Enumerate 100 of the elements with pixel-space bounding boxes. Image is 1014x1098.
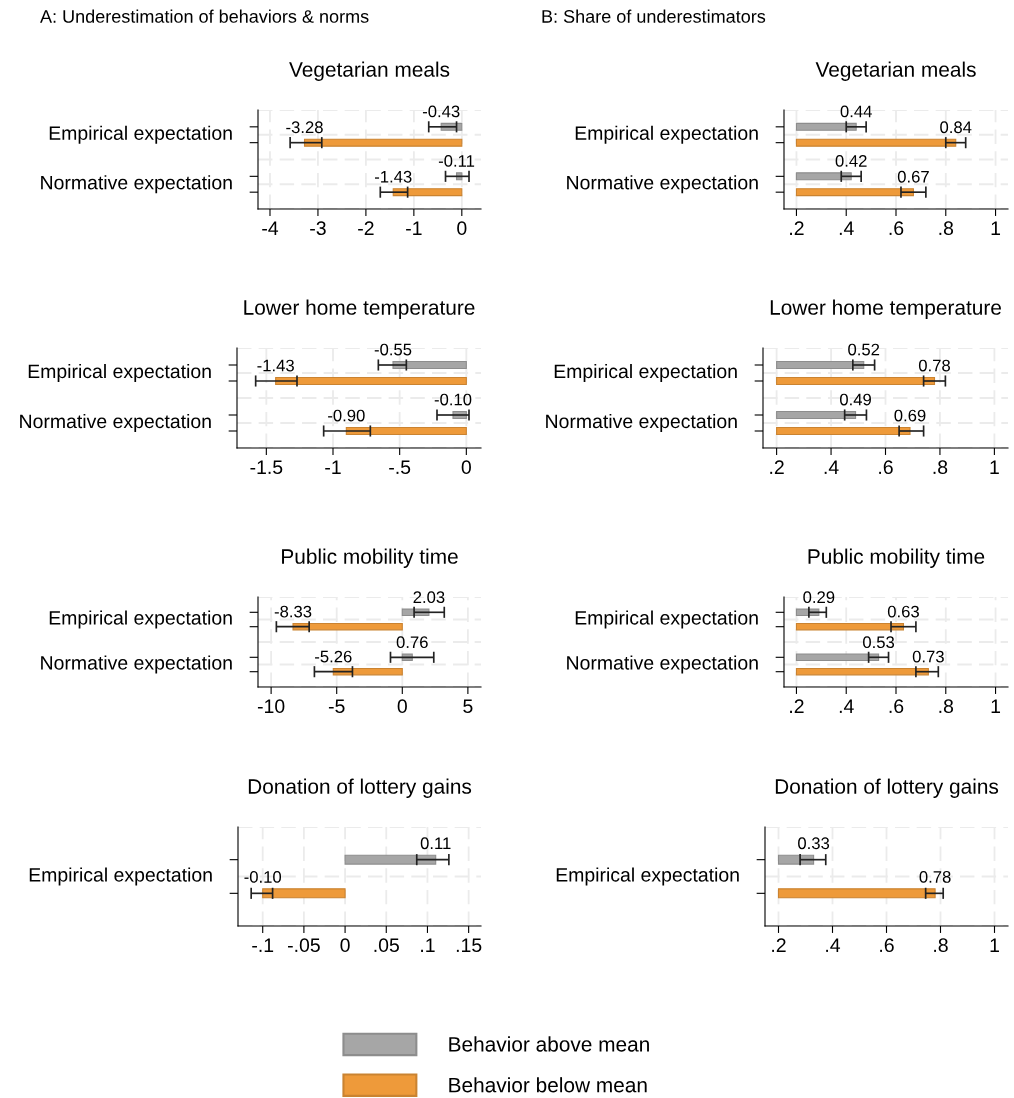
- data-label: 0.11: [420, 837, 451, 850]
- data-label: 0.78: [919, 871, 951, 883]
- y-tick-label: Empirical expectation: [28, 363, 211, 383]
- bar: [776, 376, 936, 386]
- chart-title: Donation of lottery gains: [775, 778, 999, 798]
- x-tick-label: 1: [990, 460, 999, 474]
- data-label: 0.29: [803, 591, 835, 604]
- data-label: -1.43: [374, 170, 412, 183]
- y-tick-label: Normative expectation: [546, 413, 737, 433]
- chart-subtitle: A: Underestimation of behaviors & norms: [40, 9, 369, 23]
- chart-title: Donation of lottery gains: [248, 778, 472, 798]
- data-label: 0.33: [798, 837, 830, 850]
- data-label: 0.73: [912, 650, 944, 663]
- x-tick-label: 0: [457, 221, 467, 236]
- bar: [776, 410, 857, 420]
- data-label: -0.10: [434, 393, 472, 406]
- data-label: 0.49: [839, 393, 871, 406]
- x-tick-label: .2: [772, 938, 786, 952]
- data-label: 0.78: [918, 359, 950, 372]
- chart-subtitle: B: Share of underestimators: [542, 9, 766, 23]
- legend-label: Behavior above mean: [449, 1036, 649, 1052]
- x-tick-label: 1: [991, 699, 1001, 713]
- data-label: -0.11: [438, 154, 475, 167]
- x-tick-label: -.5: [389, 460, 411, 475]
- data-label: 0.44: [840, 105, 872, 118]
- bar: [795, 653, 880, 662]
- data-label: -0.43: [422, 105, 460, 118]
- x-tick-label: 1: [990, 938, 999, 952]
- data-label: -0.90: [328, 409, 365, 422]
- x-tick-label: -1: [406, 221, 422, 235]
- data-label: 0.53: [863, 636, 895, 649]
- x-tick-label: .4: [824, 460, 839, 474]
- data-label: -5.26: [315, 650, 352, 663]
- x-tick-label: .1: [421, 938, 435, 952]
- x-tick-label: -.05: [288, 938, 320, 953]
- chart-title: Public mobility time: [282, 548, 458, 568]
- x-tick-label: .4: [839, 699, 854, 713]
- data-label: 0.63: [887, 605, 919, 618]
- data-label: 0.76: [396, 636, 428, 649]
- data-label: 2.03: [413, 591, 445, 604]
- bar: [795, 122, 857, 131]
- chart-title: Vegetarian meals: [289, 61, 450, 81]
- chart-title: Lower home temperature: [770, 299, 1001, 319]
- data-label: -3.28: [286, 121, 323, 134]
- x-tick-label: .8: [933, 460, 948, 475]
- data-label: 0.42: [835, 154, 867, 167]
- x-tick-label: 5: [463, 699, 473, 714]
- x-tick-label: -10: [257, 699, 285, 714]
- x-tick-label: .8: [939, 699, 954, 714]
- x-tick-label: .6: [879, 460, 893, 475]
- legend-label: Behavior below mean: [449, 1077, 647, 1093]
- bar: [795, 188, 914, 197]
- y-tick-label: Empirical expectation: [49, 125, 232, 144]
- x-tick-label: .8: [939, 221, 954, 236]
- data-label: 0.52: [848, 343, 880, 356]
- x-tick-label: .2: [770, 460, 784, 474]
- y-tick-label: Normative expectation: [41, 175, 232, 194]
- x-tick-label: 1: [991, 221, 1001, 235]
- x-tick-label: -2: [358, 221, 374, 235]
- x-tick-label: .8: [934, 938, 948, 953]
- data-label: -0.10: [244, 871, 282, 883]
- x-tick-label: .6: [889, 699, 904, 714]
- x-tick-label: -.1: [252, 938, 274, 952]
- bar: [795, 667, 929, 676]
- y-tick-label: Empirical expectation: [575, 610, 758, 629]
- x-tick-label: -1.5: [250, 460, 283, 475]
- bar: [795, 138, 957, 147]
- bar: [795, 172, 852, 181]
- x-tick-label: .6: [889, 221, 904, 236]
- y-tick-label: Normative expectation: [567, 175, 758, 194]
- chart-title: Lower home temperature: [244, 299, 475, 319]
- data-label: -8.33: [274, 605, 312, 618]
- bar: [292, 622, 403, 631]
- data-label: 0.69: [894, 409, 926, 422]
- y-tick-label: Normative expectation: [567, 655, 758, 674]
- chart-title: Vegetarian meals: [815, 61, 976, 81]
- y-tick-label: Empirical expectation: [554, 363, 737, 383]
- x-tick-label: .15: [456, 938, 482, 953]
- y-tick-label: Empirical expectation: [556, 867, 739, 886]
- x-tick-label: -1: [325, 460, 341, 474]
- y-tick-label: Normative expectation: [41, 655, 232, 674]
- x-tick-label: 0: [461, 460, 471, 475]
- x-tick-label: .4: [826, 938, 841, 952]
- y-tick-label: Empirical expectation: [575, 125, 758, 144]
- x-tick-label: 0: [397, 699, 407, 714]
- bar: [776, 426, 911, 436]
- chart-title: Public mobility time: [808, 548, 985, 568]
- bar: [332, 667, 403, 676]
- x-tick-label: -4: [262, 221, 279, 235]
- x-tick-label: .2: [790, 221, 804, 235]
- x-tick-label: -5: [328, 699, 345, 714]
- data-label: 0.67: [897, 170, 929, 183]
- data-label: -1.43: [257, 359, 294, 372]
- x-tick-label: .6: [880, 938, 894, 953]
- x-tick-label: .05: [374, 938, 399, 953]
- x-tick-label: -3: [310, 221, 326, 236]
- y-tick-label: Normative expectation: [20, 413, 211, 433]
- x-tick-label: .2: [790, 699, 804, 713]
- x-tick-label: 0: [340, 938, 350, 953]
- y-tick-label: Empirical expectation: [49, 610, 232, 629]
